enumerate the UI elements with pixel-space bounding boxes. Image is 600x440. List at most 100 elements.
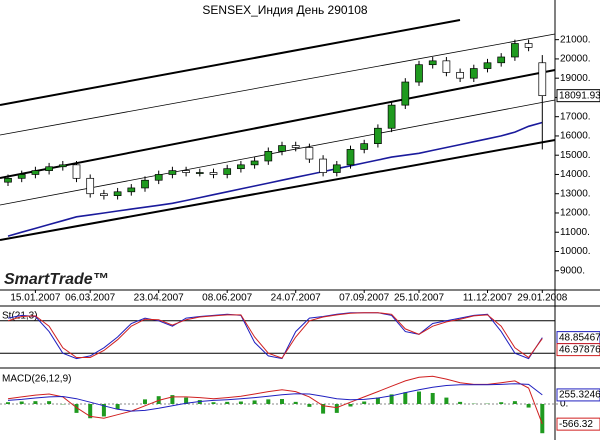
- candle-body: [469, 68, 478, 79]
- value-label: 255.3246: [559, 390, 600, 401]
- series-line: [7, 312, 543, 360]
- candle-body: [291, 145, 300, 148]
- x-tick-label: 29.01.2008: [517, 293, 567, 304]
- last-value-label-box: [556, 89, 600, 103]
- histogram-bar: [375, 397, 380, 404]
- x-tick-label: 24.07.2007: [271, 293, 321, 304]
- candle-body: [86, 177, 95, 195]
- histogram-bar: [88, 404, 93, 419]
- histogram-bar: [499, 402, 504, 404]
- x-tick-label: 15.01.2007: [10, 293, 60, 304]
- histogram-bar: [389, 394, 394, 404]
- candle-body: [305, 147, 314, 160]
- candle-body: [31, 170, 40, 175]
- histogram-bar: [143, 399, 147, 404]
- histogram-bar: [252, 400, 257, 404]
- candle-body: [141, 179, 149, 189]
- candle-body: [360, 143, 369, 150]
- histogram-bar: [526, 404, 531, 408]
- candle-body: [511, 43, 519, 58]
- histogram-bar: [321, 404, 326, 414]
- candle-body: [415, 64, 423, 83]
- candle-body: [100, 193, 108, 196]
- x-tick-label: 07.09.2007: [339, 293, 389, 304]
- value-label-box: [556, 343, 600, 357]
- series-line: [7, 312, 543, 359]
- histogram-bar: [334, 404, 339, 413]
- histogram-bar: [47, 401, 52, 404]
- candle-body: [538, 62, 547, 97]
- series-line: [7, 375, 543, 425]
- candle-body: [374, 127, 382, 144]
- y-tick-label: 0.: [560, 399, 568, 410]
- histogram-bar: [211, 402, 216, 404]
- x-tick-label: 08.06.2007: [202, 293, 252, 304]
- histogram-bar: [74, 404, 79, 413]
- value-label: 48.85467: [559, 332, 600, 343]
- trend-line: [0, 69, 556, 179]
- candle-body: [45, 166, 53, 171]
- candle-body: [4, 177, 12, 183]
- histogram-bar: [6, 402, 10, 404]
- y-tick-label: 13000.: [560, 188, 591, 199]
- candle-body: [72, 164, 81, 179]
- histogram-bar: [197, 400, 202, 404]
- histogram-bar: [403, 392, 408, 404]
- value-label: -566.32: [559, 419, 593, 430]
- candle-body: [182, 170, 190, 173]
- y-tick-label: 16000.: [560, 131, 591, 142]
- histogram-bar: [307, 404, 312, 407]
- histogram-bar: [417, 391, 421, 404]
- candle-body: [278, 145, 286, 152]
- logo: SmartTrade™: [4, 271, 109, 288]
- candle-body: [483, 62, 492, 69]
- histogram-bar: [293, 401, 298, 404]
- trend-line: [0, 19, 461, 106]
- candle-body: [237, 164, 245, 170]
- candle-body: [195, 172, 204, 174]
- y-tick-label: 12000.: [560, 208, 591, 219]
- candle-body: [264, 151, 273, 162]
- histogram-bar: [266, 399, 271, 404]
- y-tick-label: 21000.: [560, 34, 591, 45]
- last-value-label: 18091.93: [559, 90, 600, 101]
- histogram-bar: [19, 401, 24, 404]
- histogram-bar: [348, 404, 353, 407]
- candle-body: [168, 170, 177, 175]
- y-tick-label: 19000.: [560, 73, 591, 84]
- candle-body: [58, 164, 67, 168]
- histogram-bar: [430, 392, 435, 404]
- series-line: [7, 383, 543, 412]
- candle-body: [497, 56, 506, 64]
- candle-body: [127, 187, 136, 193]
- histogram-bar: [33, 401, 38, 404]
- y-tick-label: 14000.: [560, 169, 591, 180]
- histogram-bar: [512, 401, 517, 404]
- candle-body: [428, 60, 437, 66]
- histogram-bar: [101, 404, 106, 417]
- y-tick-label: 15000.: [560, 150, 591, 161]
- x-tick-label: 25.10.2007: [394, 293, 444, 304]
- x-tick-label: 23.04.2007: [134, 293, 184, 304]
- candle-body: [250, 160, 259, 166]
- y-tick-label: 10000.: [560, 246, 591, 257]
- candle-body: [223, 168, 232, 175]
- candle-body: [442, 60, 451, 73]
- x-tick-label: 06.03.2007: [65, 293, 115, 304]
- candle-body: [401, 81, 410, 106]
- trend-line: [0, 139, 556, 241]
- candle-body: [17, 174, 26, 179]
- histogram-bar: [115, 404, 120, 410]
- histogram-bar: [238, 401, 243, 404]
- candle-body: [524, 43, 533, 48]
- histogram-bar: [170, 395, 175, 404]
- y-tick-label: 20000.: [560, 54, 591, 65]
- value-label-box: [556, 417, 600, 431]
- value-label-box: [556, 388, 600, 402]
- histogram-bar: [458, 401, 463, 404]
- candle-body: [332, 164, 341, 173]
